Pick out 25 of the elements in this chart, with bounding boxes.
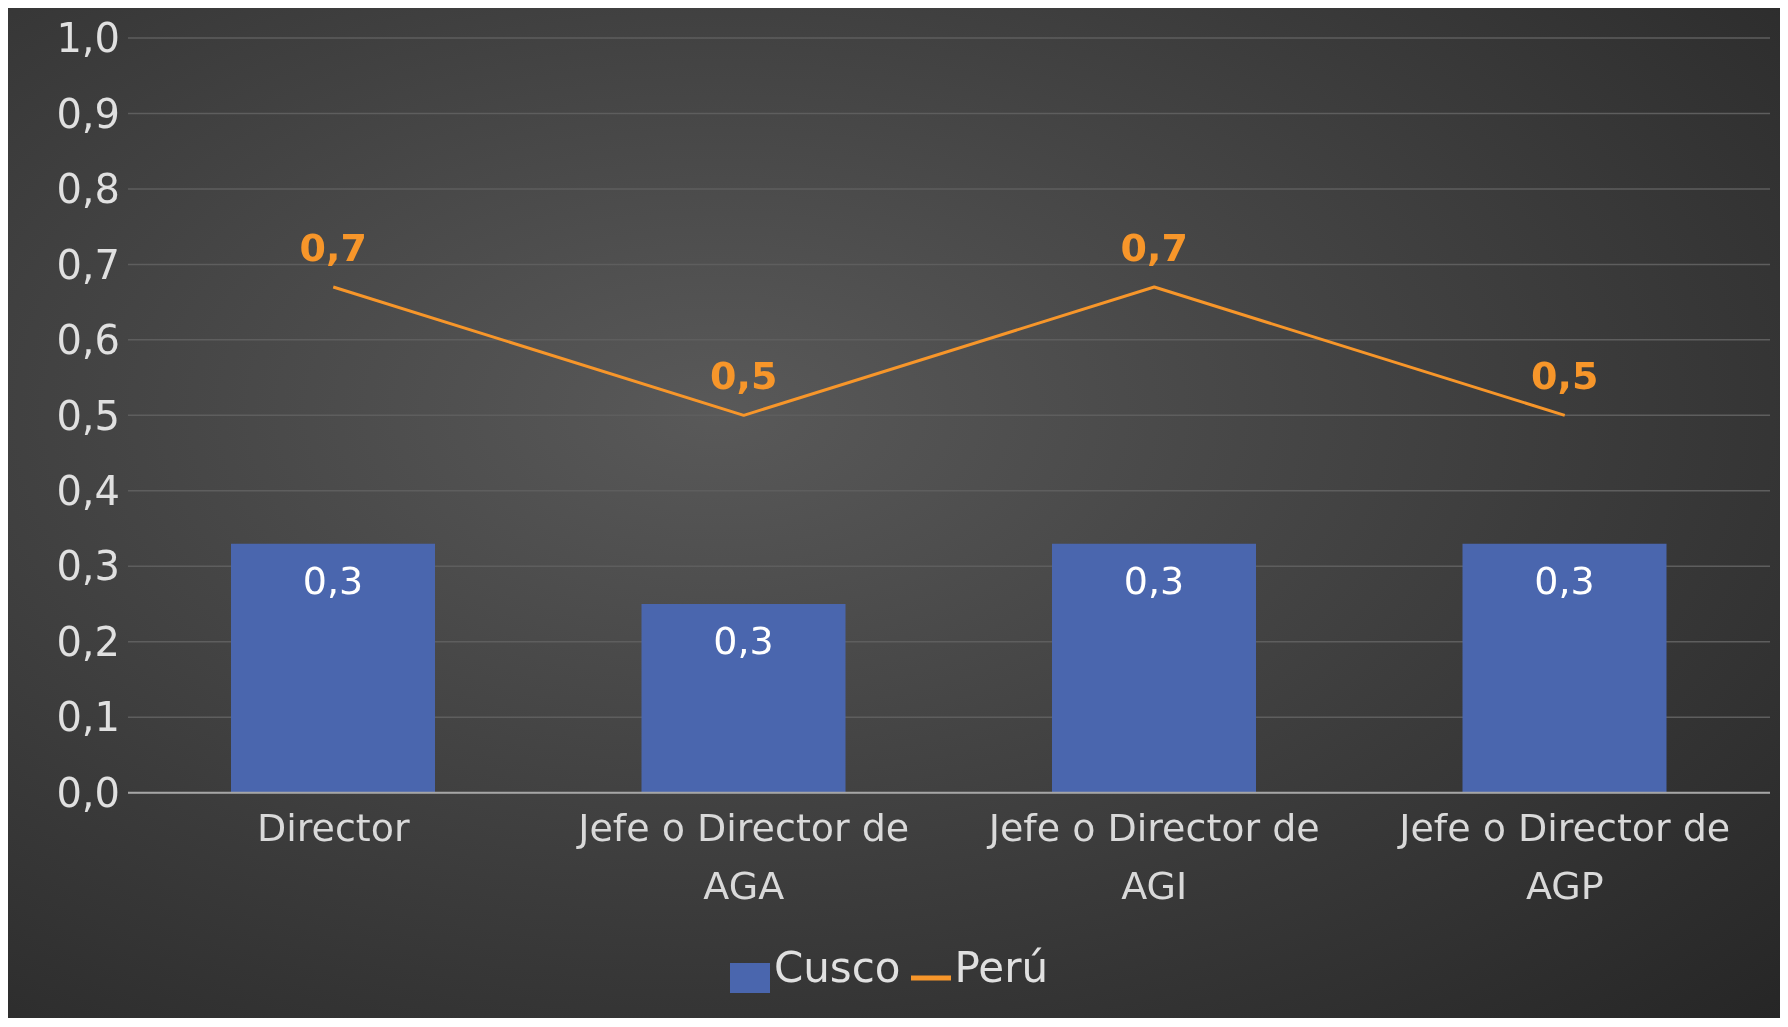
y-tick-label: 0,4 (56, 468, 120, 514)
data-label: 0,7 (299, 226, 367, 271)
y-tick-label: 0,1 (56, 694, 120, 741)
y-tick-label: 0,5 (56, 392, 120, 439)
data-label: 0,7 (1120, 226, 1188, 271)
y-tick-label: 0,0 (56, 769, 120, 816)
x-tick-label: Jefe o Director de AGI (986, 805, 1320, 908)
data-label: 0,3 (713, 619, 774, 663)
y-tick-label: 0,9 (56, 90, 120, 137)
y-tick-label: 0,7 (56, 241, 120, 288)
x-tick-label: Director (256, 805, 410, 850)
y-tick-label: 0,8 (56, 166, 120, 213)
data-label: 0,3 (302, 558, 364, 603)
y-tick-label: 0,2 (56, 618, 120, 665)
y-tick-label: 0,3 (56, 543, 120, 590)
data-label: 0,3 (1534, 558, 1595, 603)
legend-label: Cusco (773, 942, 901, 992)
data-label: 0,5 (1531, 354, 1599, 399)
data-label: 0,5 (710, 354, 778, 399)
legend-label: Perú (954, 942, 1049, 992)
x-tick-label: Jefe o Director de AGP (1397, 805, 1731, 908)
x-tick-label: Jefe o Director de AGA (576, 805, 910, 908)
data-label: 0,3 (1123, 558, 1185, 603)
y-tick-label: 1,0 (56, 15, 120, 62)
y-tick-label: 0,6 (56, 317, 120, 364)
